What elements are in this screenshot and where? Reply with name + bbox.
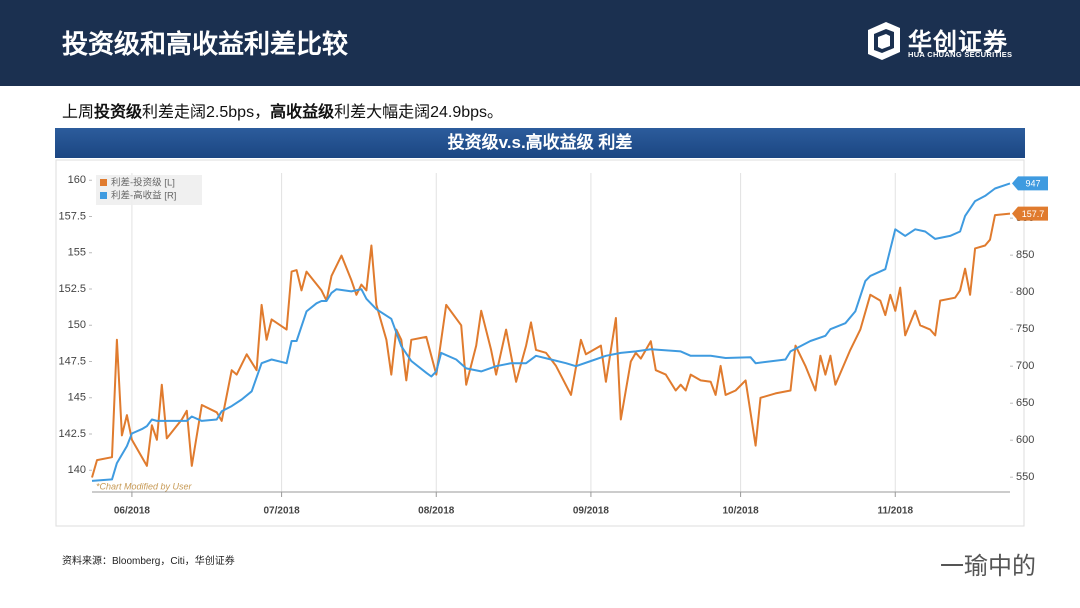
y-tick-label: 152.5 xyxy=(58,283,86,295)
legend-swatch xyxy=(100,179,107,186)
legend-label: 利差-高收益 [R] xyxy=(111,190,176,202)
y2-tick-label: 600 xyxy=(1016,434,1034,446)
y-tick-label: 140 xyxy=(68,464,86,476)
y2-tick-label: 650 xyxy=(1016,397,1034,409)
chart-title: 投资级v.s.高收益级 利差 xyxy=(55,128,1025,158)
logo-text: 华创证券 xyxy=(908,29,1008,56)
x-tick-label: 06/2018 xyxy=(114,506,151,517)
y-tick-label: 150 xyxy=(68,319,86,331)
summary: 上周投资级利差走阔2.5bps，高收益级利差大幅走阔24.9bps。 xyxy=(62,98,503,122)
x-tick-label: 10/2018 xyxy=(723,506,760,517)
y2-tick-label: 550 xyxy=(1016,471,1034,483)
y2-tick-label: 750 xyxy=(1016,323,1034,335)
y-tick-label: 147.5 xyxy=(58,355,86,367)
header-bar: 投资级和高收益利差比较 华创证券 HUA CHUANG SECURITIES xyxy=(0,0,1080,86)
y-tick-label: 155 xyxy=(68,247,86,259)
end-flag xyxy=(1012,206,1048,221)
y-tick-label: 145 xyxy=(68,392,86,404)
logo-icon xyxy=(868,22,900,60)
x-tick-label: 07/2018 xyxy=(264,506,301,517)
y-tick-label: 157.5 xyxy=(58,210,86,222)
summary-bold: 高收益级 xyxy=(270,104,335,121)
end-flag xyxy=(1012,176,1048,191)
summary-bold: 投资级 xyxy=(94,104,143,121)
y2-tick-label: 900 xyxy=(1016,212,1034,224)
legend-box xyxy=(96,175,202,205)
x-tick-label: 09/2018 xyxy=(573,506,610,517)
logo-subtext: HUA CHUANG SECURITIES xyxy=(908,50,1013,59)
summary-text: 上周 xyxy=(62,104,95,121)
source-note: 资料来源：Bloomberg，Citi，华创证券 xyxy=(62,556,235,567)
x-tick-label: 08/2018 xyxy=(418,506,455,517)
y2-tick-label: 800 xyxy=(1016,286,1034,298)
x-tick-label: 11/2018 xyxy=(877,506,913,517)
slide-title: 投资级和高收益利差比较 xyxy=(62,29,349,59)
y2-tick-label: 700 xyxy=(1016,360,1034,372)
y-tick-label: 160 xyxy=(68,174,86,186)
watermark: 一瑜中的 xyxy=(940,553,1036,580)
end-value-label: 947 xyxy=(1025,179,1040,189)
summary-text: 利差大幅走阔24.9bps。 xyxy=(334,104,504,121)
end-value-label: 157.7 xyxy=(1022,209,1045,219)
chart-frame xyxy=(55,159,1025,527)
summary-text: 利差走阔2.5bps， xyxy=(142,104,271,121)
y2-tick-label: 850 xyxy=(1016,249,1034,261)
series-line xyxy=(91,212,1011,478)
y-tick-label: 142.5 xyxy=(58,428,86,440)
legend-swatch xyxy=(100,192,107,199)
annotation: *Chart Modified by User xyxy=(96,481,193,491)
series-line xyxy=(91,182,1011,482)
legend-label: 利差-投资级 [L] xyxy=(111,177,175,189)
